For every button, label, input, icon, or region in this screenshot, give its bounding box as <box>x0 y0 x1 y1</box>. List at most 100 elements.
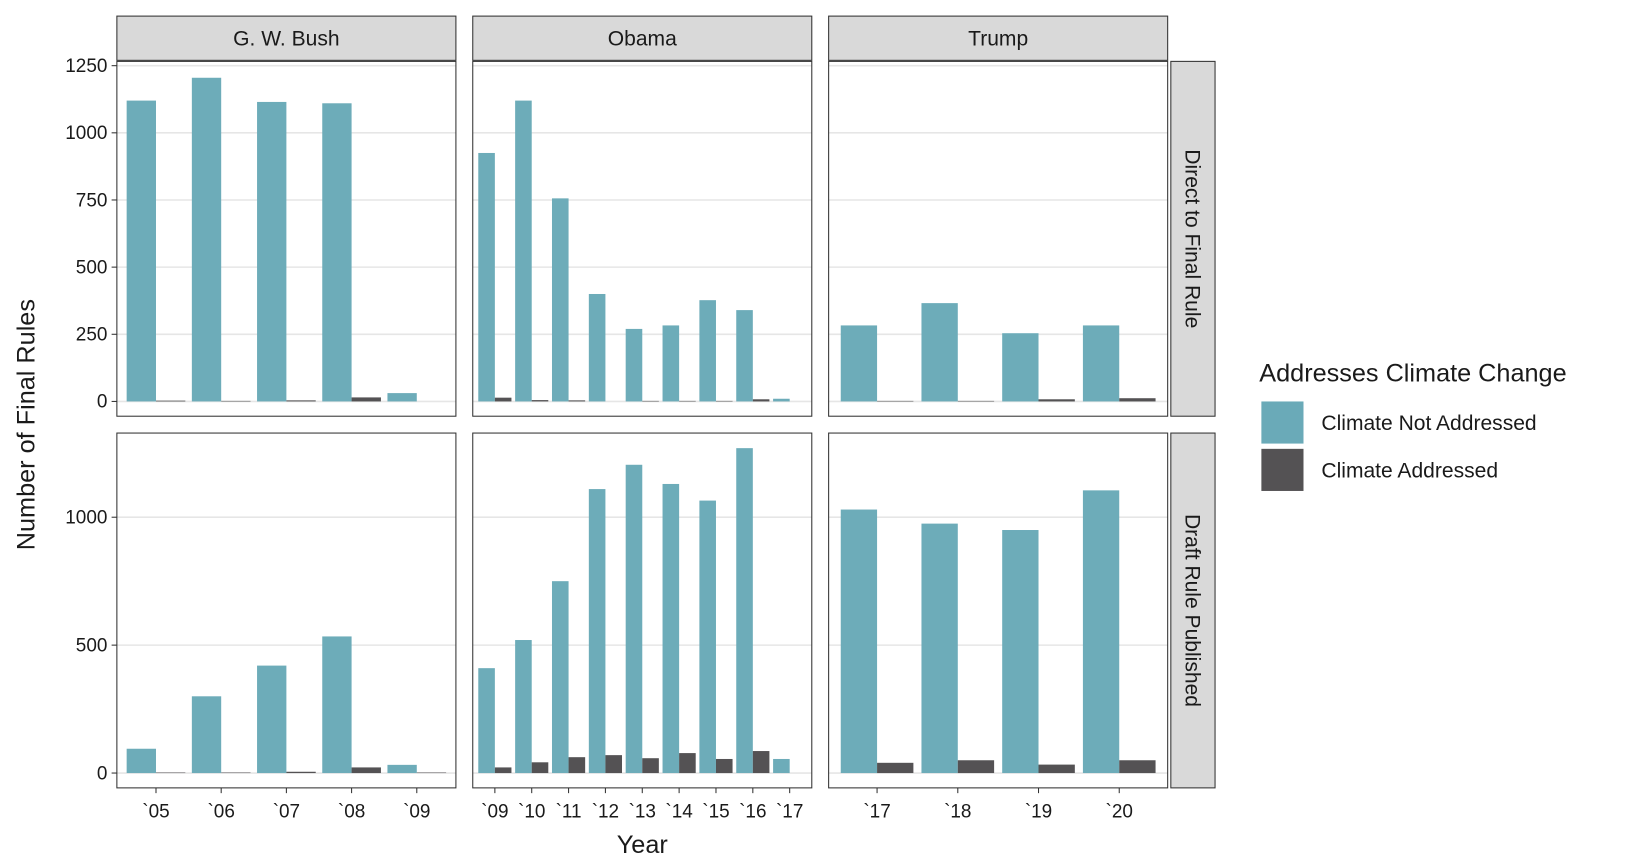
x-tick-label: `05 <box>142 801 169 822</box>
bar <box>387 764 417 774</box>
row-strip <box>1170 432 1216 789</box>
bar <box>257 101 287 402</box>
strip-label: Trump <box>968 28 1028 51</box>
bar <box>679 400 696 402</box>
x-tick-label: `19 <box>1025 801 1052 822</box>
bar <box>877 400 914 402</box>
bar <box>351 397 381 402</box>
bar <box>625 328 643 402</box>
x-tick-label: `17 <box>776 801 803 822</box>
x-axis-title: Year <box>617 831 668 859</box>
y-tick-label: 250 <box>76 325 108 346</box>
bar <box>662 325 680 402</box>
bar <box>1119 398 1156 402</box>
x-tick-label: `17 <box>863 801 890 822</box>
bar <box>494 767 512 774</box>
bar <box>1038 399 1075 402</box>
bar <box>679 753 696 774</box>
legend-key <box>1261 448 1304 491</box>
x-tick-label: `10 <box>518 801 545 822</box>
bar <box>568 757 586 774</box>
bar <box>1002 333 1039 402</box>
strip <box>116 15 457 61</box>
bar <box>957 760 995 774</box>
panel-border <box>116 60 457 417</box>
bar <box>551 198 569 402</box>
bar <box>752 399 770 402</box>
strip <box>828 15 1169 61</box>
bar <box>478 668 495 774</box>
y-tick-label: 1250 <box>65 56 107 77</box>
y-axis-title: Number of Final Rules <box>13 299 41 550</box>
y-tick-label: 0 <box>97 763 108 784</box>
x-tick-label: `07 <box>273 801 300 822</box>
x-tick-label: `18 <box>944 801 971 822</box>
bar <box>605 755 623 774</box>
bar <box>568 400 586 402</box>
bar <box>877 762 914 774</box>
bar <box>773 758 790 774</box>
y-tick-label: 500 <box>76 635 108 656</box>
bar <box>322 636 352 774</box>
bar <box>515 100 532 402</box>
bar <box>773 398 790 402</box>
x-tick-label: `06 <box>208 801 235 822</box>
x-tick-label: `16 <box>739 801 766 822</box>
bar <box>699 300 716 402</box>
strip-label: G. W. Bush <box>233 28 339 51</box>
y-tick-label: 0 <box>97 392 108 413</box>
bar <box>715 758 733 774</box>
bar <box>642 400 659 402</box>
x-tick-label: `12 <box>592 801 619 822</box>
strip <box>472 15 813 61</box>
bar <box>191 696 222 774</box>
y-tick-label: 500 <box>76 257 108 278</box>
bar <box>286 771 316 774</box>
bar <box>155 400 186 402</box>
row-strip-label: Draft Rule Published <box>1181 514 1204 707</box>
row-strip <box>1170 60 1216 417</box>
bar <box>531 400 549 402</box>
panel-border <box>828 60 1169 417</box>
bar <box>551 581 569 774</box>
bar <box>494 397 512 402</box>
panel-border <box>828 432 1169 789</box>
bar <box>921 303 958 402</box>
bar <box>588 489 606 774</box>
bar <box>515 640 532 774</box>
bar <box>715 400 733 402</box>
bar <box>736 310 753 402</box>
bar <box>126 100 156 402</box>
bar <box>1082 325 1120 402</box>
y-tick-label: 1000 <box>65 508 107 529</box>
legend-label: Climate Addressed <box>1321 459 1498 482</box>
x-tick-label: `09 <box>403 801 430 822</box>
legend-key <box>1261 401 1304 444</box>
y-tick-label: 750 <box>76 190 108 211</box>
bar <box>588 293 606 402</box>
strip-label: Obama <box>608 28 677 51</box>
row-strip-label: Direct to Final Rule <box>1181 149 1204 328</box>
bar <box>752 751 770 774</box>
bar <box>957 400 995 402</box>
bar <box>840 325 878 402</box>
bar <box>699 500 716 774</box>
bar <box>351 767 381 774</box>
x-tick-label: `13 <box>629 801 656 822</box>
bar <box>286 400 316 402</box>
bar <box>1082 490 1120 774</box>
bar <box>531 762 549 774</box>
bar <box>625 464 643 774</box>
x-tick-label: `15 <box>702 801 729 822</box>
bar <box>840 509 878 774</box>
legend-title: Addresses Climate Change <box>1259 359 1566 387</box>
bar <box>191 77 222 402</box>
bar <box>322 103 352 402</box>
bar <box>221 772 251 774</box>
bar <box>478 152 495 402</box>
x-tick-label: `08 <box>338 801 365 822</box>
bar <box>155 772 186 774</box>
panel-border <box>472 60 813 417</box>
bar <box>387 393 417 402</box>
x-tick-label: `20 <box>1106 801 1133 822</box>
